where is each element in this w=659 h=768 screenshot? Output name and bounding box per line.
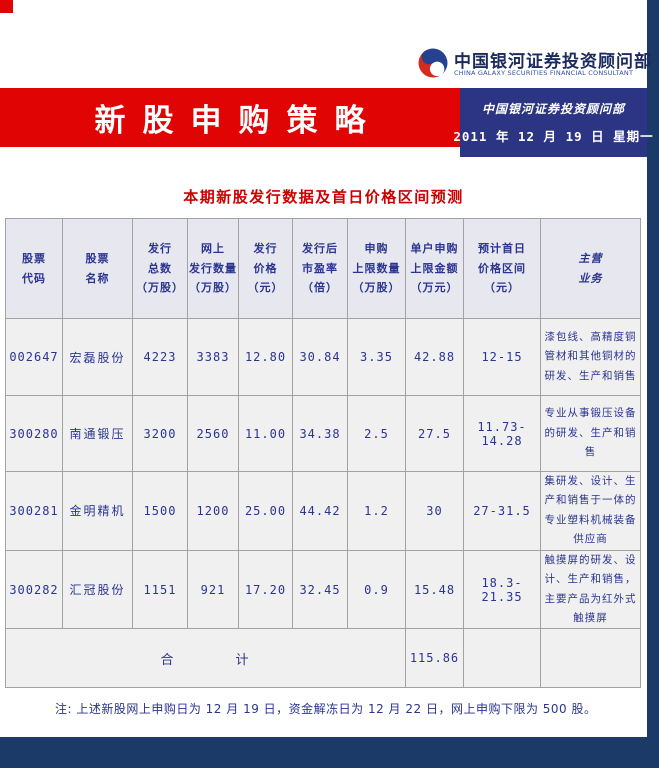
table-total-row: 合 计 115.86 (5, 628, 641, 689)
cell-pe-ratio: 30.84 (292, 318, 348, 396)
col-header-pe-ratio: 发行后 市盈率 （倍） (292, 218, 348, 319)
cell-main-business: 漆包线、高精度铜管材和其他铜材的研发、生产和销售 (540, 318, 641, 396)
cell-price-range: 12-15 (463, 318, 541, 396)
cell-online-issue: 3383 (187, 318, 239, 396)
table-row: 300282 汇冠股份 1151 921 17.20 32.45 0.9 15.… (5, 549, 641, 630)
cell-main-business: 触摸屏的研发、设计、生产和销售，主要产品为红外式触摸屏 (540, 549, 641, 630)
title-banner: 新股申购策略 (0, 88, 460, 147)
cell-total-issue: 3200 (132, 395, 188, 472)
table-header-row: 股票 代码 股票 名称 发行 总数 （万股） 网上 发行数量 （万股） 发行 价… (5, 218, 641, 319)
cell-online-issue: 1200 (187, 471, 239, 551)
cell-price-range: 18.3-21.35 (463, 549, 541, 630)
cell-issue-price: 12.80 (238, 318, 293, 396)
table-row: 300281 金明精机 1500 1200 25.00 44.42 1.2 30… (5, 471, 641, 551)
total-empty-business (540, 628, 641, 689)
col-header-sub-limit-amt: 单户申购 上限金额 （万元） (405, 218, 464, 319)
cell-main-business: 专业从事锻压设备的研发、生产和销售 (540, 395, 641, 472)
cell-stock-code: 300280 (5, 395, 63, 472)
col-header-online-issue: 网上 发行数量 （万股） (187, 218, 239, 319)
cell-pe-ratio: 34.38 (292, 395, 348, 472)
table-row: 300280 南通锻压 3200 2560 11.00 34.38 2.5 27… (5, 395, 641, 472)
cell-stock-name: 汇冠股份 (62, 549, 133, 630)
date-label: 2011 年 12 月 19 日 星期一 (453, 129, 654, 144)
col-header-issue-price: 发行 价格 （元） (238, 218, 293, 319)
cell-sub-limit-qty: 1.2 (347, 471, 406, 551)
cell-stock-name: 南通锻压 (62, 395, 133, 472)
cell-sub-limit-amt: 30 (405, 471, 464, 551)
total-empty-price-range (463, 628, 541, 689)
table-row: 002647 宏磊股份 4223 3383 12.80 30.84 3.35 4… (5, 318, 641, 396)
cell-price-range: 11.73-14.28 (463, 395, 541, 472)
department-label: 中国银河证券投资顾问部 (481, 102, 625, 116)
cell-sub-limit-amt: 42.88 (405, 318, 464, 396)
cell-total-issue: 4223 (132, 318, 188, 396)
cell-sub-limit-qty: 3.35 (347, 318, 406, 396)
logo-chinese-name: 中国银河证券投资顾问部 (454, 52, 652, 72)
col-header-total-issue: 发行 总数 （万股） (132, 218, 188, 319)
galaxy-swirl-icon (416, 46, 450, 80)
cell-pe-ratio: 44.42 (292, 471, 348, 551)
cell-issue-price: 17.20 (238, 549, 293, 630)
footnote: 注: 上述新股网上申购日为 12 月 19 日，资金解冻日为 12 月 22 日… (55, 702, 597, 716)
cell-issue-price: 25.00 (238, 471, 293, 551)
col-header-price-range: 预计首日 价格区间 （元） (463, 218, 541, 319)
col-header-sub-limit-qty: 申购 上限数量 （万股） (347, 218, 406, 319)
cell-total-issue: 1151 (132, 549, 188, 630)
cell-stock-code: 300282 (5, 549, 63, 630)
date-box: 中国银河证券投资顾问部 2011 年 12 月 19 日 星期一 (453, 88, 653, 157)
cell-issue-price: 11.00 (238, 395, 293, 472)
total-label: 合 计 (5, 628, 406, 689)
cell-sub-limit-amt: 27.5 (405, 395, 464, 472)
corner-red-square (0, 0, 13, 13)
cell-stock-name: 金明精机 (62, 471, 133, 551)
page-title: 新股申购策略 (94, 103, 383, 139)
col-header-stock-code: 股票 代码 (5, 218, 63, 319)
cell-total-issue: 1500 (132, 471, 188, 551)
logo-english-name: CHINA GALAXY SECURITIES FINANCIAL CONSUL… (454, 69, 634, 77)
section-title: 本期新股发行数据及首日价格区间预测 (183, 188, 464, 206)
col-header-main-business: 主营 业务 (540, 218, 641, 319)
cell-stock-name: 宏磊股份 (62, 318, 133, 396)
ipo-data-table: 股票 代码 股票 名称 发行 总数 （万股） 网上 发行数量 （万股） 发行 价… (5, 218, 641, 689)
cell-price-range: 27-31.5 (463, 471, 541, 551)
cell-pe-ratio: 32.45 (292, 549, 348, 630)
cell-online-issue: 921 (187, 549, 239, 630)
cell-stock-code: 300281 (5, 471, 63, 551)
cell-sub-limit-qty: 2.5 (347, 395, 406, 472)
cell-main-business: 集研发、设计、生产和销售于一体的专业塑料机械装备供应商 (540, 471, 641, 551)
total-amount: 115.86 (405, 628, 464, 689)
company-logo: 中国银河证券投资顾问部 CHINA GALAXY SECURITIES FINA… (416, 46, 651, 86)
cell-online-issue: 2560 (187, 395, 239, 472)
cell-sub-limit-qty: 0.9 (347, 549, 406, 630)
col-header-stock-name: 股票 名称 (62, 218, 133, 319)
cell-sub-limit-amt: 15.48 (405, 549, 464, 630)
cell-stock-code: 002647 (5, 318, 63, 396)
